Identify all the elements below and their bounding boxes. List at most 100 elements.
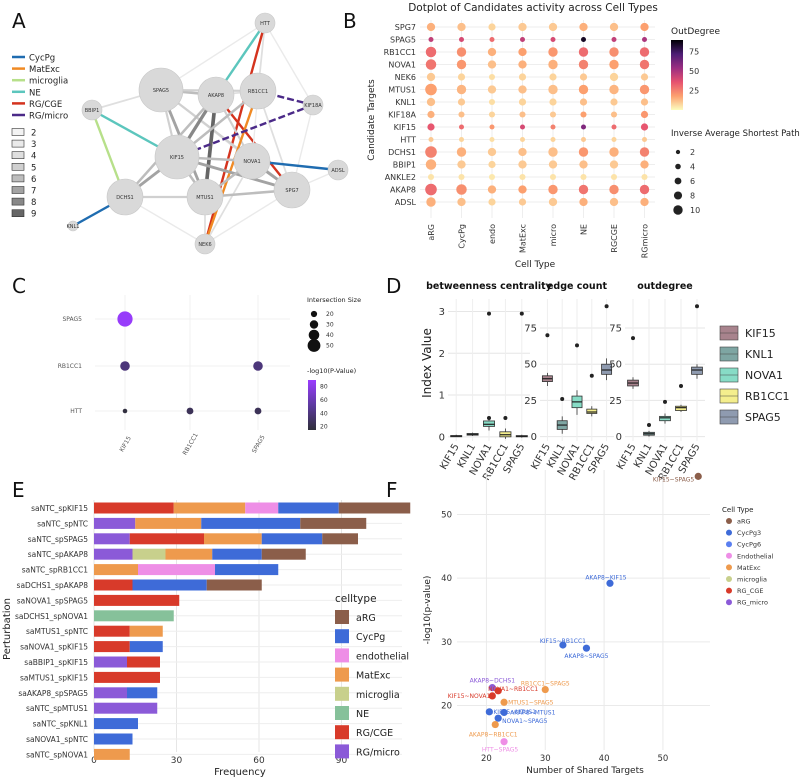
legend-title: Cell Type [722,506,753,514]
dot [640,197,649,207]
size-legend-dot [310,310,318,318]
network-node [302,94,324,116]
y-tick-label: 2 [439,349,445,360]
dot [550,124,556,130]
dot [580,111,587,118]
network-node-label: NOVA1 [243,159,260,165]
bar-segment [94,687,127,699]
facet: betweenness centrality0123KIF15KNL1NOVA1… [426,281,553,483]
legend-label: NE [356,709,369,720]
y-tick-label: RB1CC1 [58,363,82,370]
colorbar [671,40,683,110]
network-nodes: HTT SPAG5 AKAP8 RB1CC1 BBIP1 KIF18A KIF15 NOVA1… [67,12,349,255]
dot [518,198,527,206]
y-tick-label: 50 [524,360,537,371]
dot [426,72,436,82]
bar-segment [94,641,130,653]
x-tick-label: CycPg [458,224,467,249]
scatter-point [582,644,591,652]
legend-label: RG_micro [737,599,768,607]
dot [610,173,618,181]
size-legend-label: 8 [690,192,695,201]
x-tick-label: MatExc [519,224,528,253]
scatter-point [122,408,128,414]
scatter-point [120,361,130,371]
dot [489,137,495,142]
y-tick-label: 75 [609,323,622,334]
box [675,405,687,411]
bar-segment [132,579,207,591]
dot [488,173,496,181]
dot [548,197,558,207]
bar-segment [261,548,306,560]
box [659,415,671,422]
legend-dot [726,587,732,594]
network-edge [203,90,260,245]
panel-letter-b: B [343,9,357,33]
colorbar-title: OutDegree [671,27,721,37]
legend-label: 8 [31,198,36,208]
scatter-point [117,311,133,327]
scatter-point [494,687,502,695]
dot [548,47,558,57]
dot [520,37,525,42]
bar-segment [129,641,163,653]
x-tick-label: 20 [481,754,492,764]
dot [549,98,557,106]
dot [518,47,527,57]
y-tick-label: saNTC_spMTUS1 [26,704,88,713]
point-label: HTT~SPAG5 [482,747,518,754]
legend-label: 6 [31,175,36,185]
legend-label: RG_CGE [737,587,764,595]
bar-segment [206,579,262,591]
dot [642,137,647,142]
y-tick-label: 75 [524,323,537,334]
grid [457,470,710,750]
network-node-label: DCHS1 [116,195,133,201]
y-tick-label: saNOVA1_spSPAG5 [17,596,88,605]
bar-segment [94,548,133,560]
legend-label: aRG [356,613,376,624]
point-label: KIF15~MTUS1 [493,709,536,716]
scatter-point [488,692,496,700]
x-tick-label: NE [580,224,589,235]
x-tick-label: 50 [658,754,669,764]
bar-segment [94,625,130,637]
legend-swatch [335,629,349,644]
legend-label: 2 [31,129,36,139]
legend-label: microglia [29,77,68,87]
x-tick-label: 60 [253,756,265,766]
network-node-label: SPG7 [285,188,298,194]
point-label: NOVA1~RB1CC1 [488,686,538,693]
dot [640,110,649,119]
legend-swatch [335,667,349,682]
x-tick-label: RGmicro [641,224,650,258]
legend-weight-swatch [11,163,25,171]
y-tick-label: HTT [400,136,416,145]
dot [609,184,619,195]
size-legend-label: 6 [690,177,695,186]
dot [456,147,467,157]
point-label: NOVA1~SPAG5 [502,718,547,725]
y-tick-label: ADSL [395,198,417,207]
x-tick-label: 30 [540,754,551,764]
network-node [197,76,235,114]
size-legend-label: 40 [326,332,334,339]
dot [639,184,650,195]
bar-segment [94,579,133,591]
y-tick-label: SPG7 [395,23,416,32]
legend-weight-swatch [11,139,25,148]
point-label: AKAP8~RB1CC1 [469,732,518,739]
legend-label: microglia [356,690,400,701]
size-legend-title: Inverse Average Shortest Path [671,129,800,139]
dot [457,160,466,169]
scatter-point [541,685,549,694]
y-tick-label: SPAG5 [390,36,416,45]
network-node-label: KIF18A [304,103,322,109]
box-outlier [695,304,699,309]
bar-segment [338,502,411,514]
dot [518,160,527,169]
legend-label: NOVA1 [745,369,783,382]
